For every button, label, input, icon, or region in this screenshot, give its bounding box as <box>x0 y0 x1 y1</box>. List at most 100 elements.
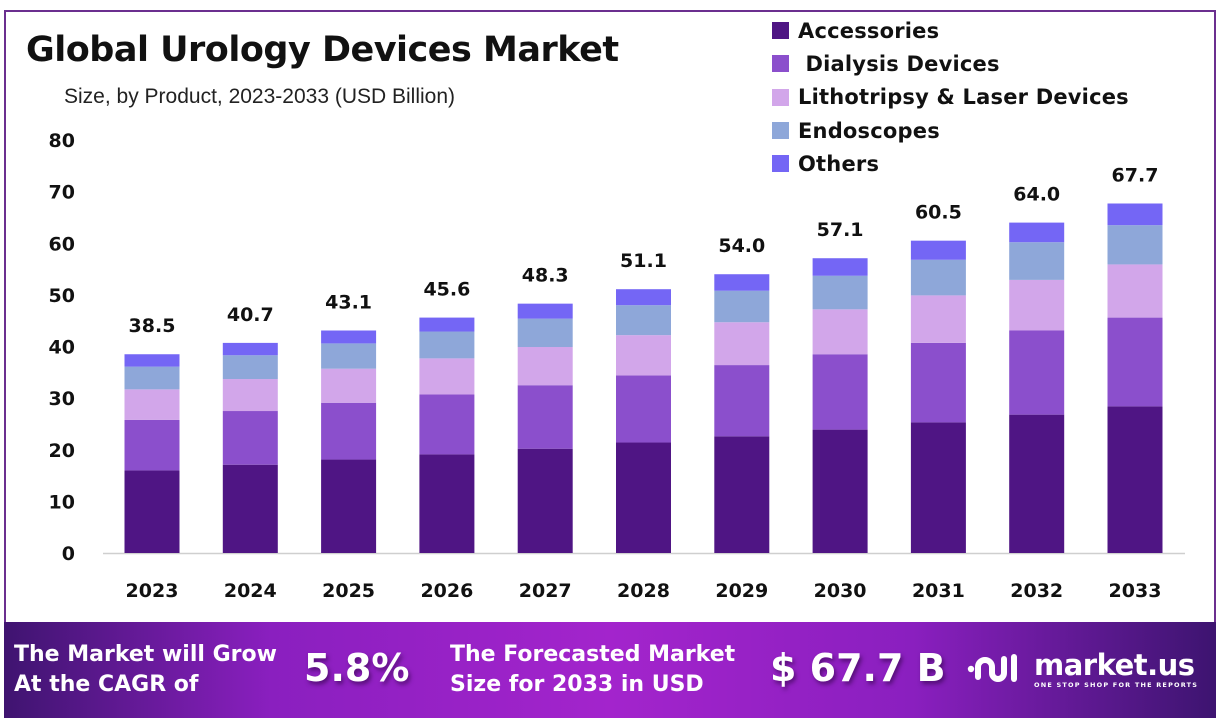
y-tick-label: 20 <box>49 440 75 462</box>
bar-segment-lithotripsy-laser-devices <box>714 322 770 366</box>
bar-segment-endoscopes <box>1107 225 1163 265</box>
bar-segment-lithotripsy-laser-devices <box>222 379 278 412</box>
summary-banner: The Market will Grow At the CAGR of 5.8%… <box>4 622 1216 718</box>
bar-segment-accessories <box>1107 406 1163 553</box>
legend-swatch-lithotripsy-laser <box>772 88 789 106</box>
total-data-label: 48.3 <box>522 265 569 287</box>
legend-swatch-accessories <box>772 22 789 40</box>
y-tick-label: 50 <box>49 285 75 307</box>
bar-segment-lithotripsy-laser-devices <box>1107 264 1163 318</box>
bar-segment-dialysis-devices <box>616 375 671 443</box>
y-tick-label: 0 <box>62 543 75 565</box>
bar-segment-lithotripsy-laser-devices <box>1009 279 1065 331</box>
bar-segment-others <box>910 240 966 260</box>
legend-label: Dialysis Devices <box>798 51 1000 76</box>
x-tick-label: 2030 <box>814 580 867 602</box>
bar-segment-endoscopes <box>616 305 671 336</box>
x-tick-label: 2029 <box>715 580 768 602</box>
bar-group-2023 <box>124 354 180 553</box>
bar-group-2026 <box>419 317 475 553</box>
bar-segment-lithotripsy-laser-devices <box>616 335 671 376</box>
bar-group-2027 <box>517 303 573 553</box>
bar-segment-others <box>517 303 573 319</box>
bar-segment-others <box>124 354 180 367</box>
bar-segment-dialysis-devices <box>812 354 868 430</box>
bar-segment-others <box>714 274 770 291</box>
bar-segment-endoscopes <box>222 355 278 380</box>
x-tick-label: 2027 <box>519 580 572 602</box>
cagr-caption-line1: The Market will Grow <box>14 642 277 667</box>
bar-segment-others <box>419 317 475 332</box>
y-tick-label: 60 <box>49 233 75 255</box>
bar-segment-endoscopes <box>812 275 868 310</box>
chart-title: Global Urology Devices Market <box>26 30 619 70</box>
market-us-logo-icon <box>967 654 1017 682</box>
chart-legend: Accessories Dialysis Devices Lithotripsy… <box>772 14 1129 180</box>
bar-segment-dialysis-devices <box>714 365 770 437</box>
x-tick-label: 2032 <box>1010 580 1063 602</box>
x-tick-label: 2025 <box>322 580 375 602</box>
bar-segment-endoscopes <box>124 366 180 390</box>
forecast-caption-line1: The Forecasted Market <box>450 642 736 667</box>
bar-segment-dialysis-devices <box>222 411 278 465</box>
legend-swatch-others <box>772 155 789 173</box>
cagr-caption: The Market will Grow At the CAGR of <box>14 640 277 700</box>
bar-segment-accessories <box>321 459 377 553</box>
bar-segment-endoscopes <box>714 290 770 323</box>
x-tick-label: 2023 <box>126 580 179 602</box>
total-data-label: 51.1 <box>620 250 667 272</box>
logo-tagline: ONE STOP SHOP FOR THE REPORTS <box>1034 680 1199 689</box>
legend-swatch-dialysis-devices <box>772 55 789 73</box>
total-data-label: 54.0 <box>718 235 765 257</box>
y-tick-label: 30 <box>49 388 75 410</box>
total-data-label: 43.1 <box>325 291 372 313</box>
bar-segment-accessories <box>419 454 475 553</box>
bar-segment-endoscopes <box>517 318 573 348</box>
bar-group-2025 <box>321 330 377 553</box>
bar-group-2030 <box>812 258 868 553</box>
legend-item-others: Others <box>772 147 1129 180</box>
legend-label: Others <box>798 151 880 176</box>
bar-segment-dialysis-devices <box>124 419 180 471</box>
bar-segment-dialysis-devices <box>1009 330 1065 415</box>
market-us-logo[interactable]: market.us ONE STOP SHOP FOR THE REPORTS <box>966 647 1198 691</box>
y-tick-label: 70 <box>49 182 75 204</box>
bar-segment-accessories <box>517 448 573 553</box>
bar-segment-endoscopes <box>419 331 475 359</box>
bar-segment-endoscopes <box>910 259 966 296</box>
legend-item-endoscopes: Endoscopes <box>772 114 1129 147</box>
bar-segment-accessories <box>1009 414 1065 553</box>
bar-segment-lithotripsy-laser-devices <box>517 347 573 386</box>
bar-segment-dialysis-devices <box>321 402 377 460</box>
bar-segment-dialysis-devices <box>910 342 966 423</box>
cagr-value: 5.8% <box>304 646 410 690</box>
bar-segment-accessories <box>124 470 180 553</box>
legend-label: Lithotripsy & Laser Devices <box>798 85 1129 110</box>
x-tick-label: 2028 <box>617 580 670 602</box>
bar-segment-dialysis-devices <box>1107 317 1163 407</box>
bar-group-2029 <box>714 274 770 553</box>
bar-segment-lithotripsy-laser-devices <box>812 309 868 355</box>
forecast-value: $ 67.7 B <box>770 646 946 690</box>
bar-group-2028 <box>616 289 671 553</box>
total-data-label: 60.5 <box>915 202 962 224</box>
legend-label: Accessories <box>798 18 940 43</box>
forecast-caption: The Forecasted Market Size for 2033 in U… <box>450 640 735 700</box>
bar-segment-others <box>222 342 278 356</box>
total-data-label: 45.6 <box>423 279 470 301</box>
logo-wordmark: market.us <box>1034 647 1195 682</box>
bar-group-2024 <box>222 342 278 553</box>
x-tick-label: 2033 <box>1109 580 1162 602</box>
bar-segment-others <box>812 258 868 276</box>
y-tick-label: 40 <box>49 337 75 359</box>
bar-segment-accessories <box>910 422 966 553</box>
bar-segment-accessories <box>222 464 278 553</box>
x-tick-label: 2024 <box>224 580 277 602</box>
bar-segment-others <box>321 330 377 344</box>
chart-subtitle: Size, by Product, 2023-2033 (USD Billion… <box>64 85 456 108</box>
legend-item-accessories: Accessories <box>772 14 1129 47</box>
bar-segment-lithotripsy-laser-devices <box>124 389 180 420</box>
y-tick-label: 10 <box>49 491 75 513</box>
legend-swatch-endoscopes <box>772 122 789 140</box>
bar-group-2033 <box>1107 203 1163 553</box>
